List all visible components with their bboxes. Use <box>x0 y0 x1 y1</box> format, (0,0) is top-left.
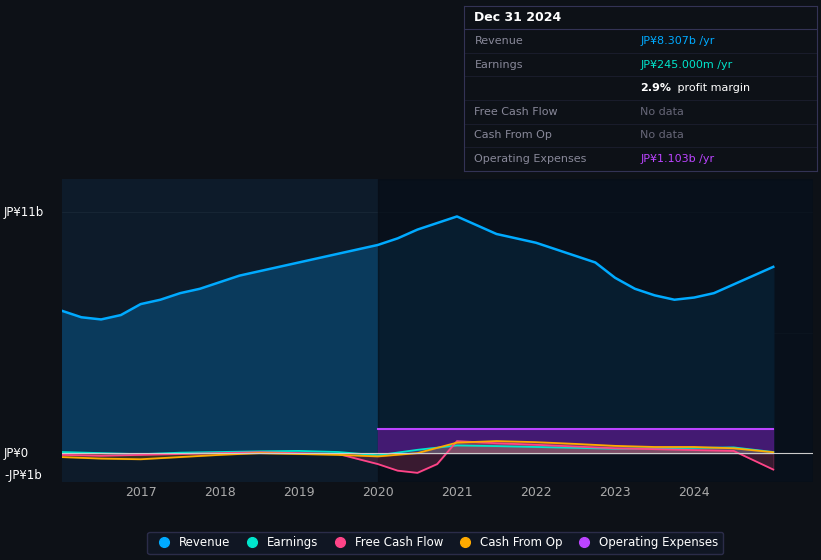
Text: JP¥11b: JP¥11b <box>4 206 44 218</box>
Text: JP¥245.000m /yr: JP¥245.000m /yr <box>640 59 732 69</box>
Text: -JP¥1b: -JP¥1b <box>4 469 42 482</box>
Text: JP¥1.103b /yr: JP¥1.103b /yr <box>640 154 714 164</box>
Text: No data: No data <box>640 107 684 117</box>
Text: No data: No data <box>640 130 684 141</box>
Text: JP¥0: JP¥0 <box>4 447 30 460</box>
Legend: Revenue, Earnings, Free Cash Flow, Cash From Op, Operating Expenses: Revenue, Earnings, Free Cash Flow, Cash … <box>147 531 723 554</box>
Text: 2.9%: 2.9% <box>640 83 672 93</box>
Text: Dec 31 2024: Dec 31 2024 <box>475 11 562 24</box>
Text: Operating Expenses: Operating Expenses <box>475 154 587 164</box>
Text: profit margin: profit margin <box>674 83 750 93</box>
Text: Cash From Op: Cash From Op <box>475 130 553 141</box>
Text: Free Cash Flow: Free Cash Flow <box>475 107 558 117</box>
Text: JP¥8.307b /yr: JP¥8.307b /yr <box>640 36 715 46</box>
Text: Revenue: Revenue <box>475 36 523 46</box>
Text: Earnings: Earnings <box>475 59 523 69</box>
Bar <box>378 179 813 482</box>
